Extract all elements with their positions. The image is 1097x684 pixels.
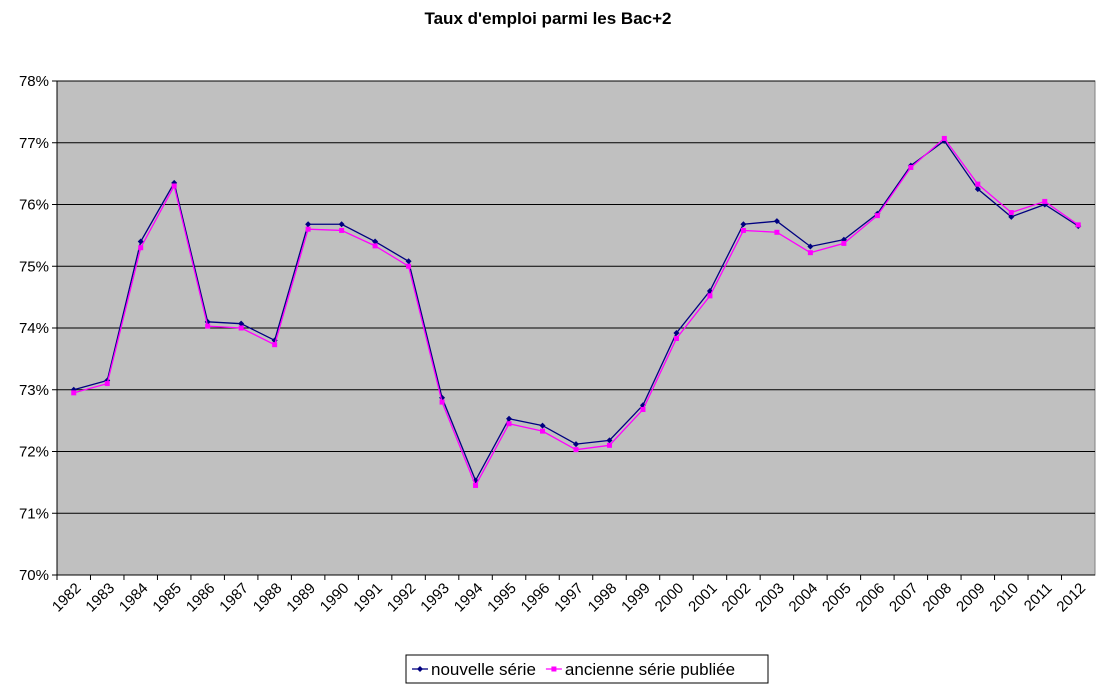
point	[71, 390, 77, 396]
point	[807, 243, 814, 250]
legend	[405, 654, 769, 684]
point	[1075, 222, 1081, 228]
x-tick-label: 1988	[250, 580, 286, 616]
point	[338, 221, 345, 228]
point	[707, 293, 713, 299]
x-tick-label: 2005	[819, 580, 855, 616]
legend-label: ancienne série publiée	[565, 660, 735, 679]
y-tick-label: 78%	[19, 73, 49, 90]
x-tick-label: 2011	[1021, 580, 1056, 615]
point	[908, 164, 914, 170]
x-tick-label: 2009	[953, 580, 989, 616]
y-tick-label: 77%	[19, 135, 49, 152]
point	[573, 447, 579, 453]
point	[339, 227, 345, 233]
legend-marker	[551, 666, 557, 672]
point	[540, 428, 546, 434]
point	[104, 381, 110, 387]
x-tick-label: 2012	[1053, 580, 1089, 616]
x-tick-label: 1998	[585, 580, 621, 616]
point	[272, 342, 278, 348]
point	[807, 250, 813, 256]
point	[573, 441, 579, 448]
x-tick-label: 1983	[82, 580, 118, 616]
x-tick-label: 1982	[49, 580, 85, 616]
point	[606, 437, 613, 444]
y-tick-label: 71%	[19, 505, 49, 522]
point	[506, 415, 513, 422]
point	[774, 229, 780, 235]
x-tick-label: 1999	[618, 580, 654, 616]
x-tick-label: 1993	[417, 580, 453, 616]
point	[975, 181, 981, 187]
point	[740, 227, 746, 233]
x-tick-label: 2001	[685, 580, 721, 616]
point	[1008, 213, 1015, 220]
y-tick-label: 74%	[19, 320, 49, 337]
x-tick-label: 1987	[216, 580, 252, 616]
point	[506, 421, 512, 427]
point	[1008, 210, 1014, 216]
point	[874, 213, 880, 219]
point	[1042, 198, 1048, 204]
x-tick-label: 2010	[986, 580, 1022, 616]
y-tick-label: 70%	[19, 567, 49, 584]
point	[673, 335, 679, 341]
x-tick-label: 2007	[886, 580, 922, 616]
point	[205, 323, 211, 329]
point	[405, 258, 412, 265]
point	[372, 243, 378, 249]
x-tick-label: 1986	[183, 580, 219, 616]
x-tick-label: 1990	[317, 580, 353, 616]
legend-marker	[417, 666, 423, 672]
x-tick-label: 2008	[920, 580, 956, 616]
point	[372, 238, 379, 245]
y-tick-label: 75%	[19, 258, 49, 275]
point	[137, 238, 144, 245]
x-tick-label: 1997	[551, 580, 587, 616]
point	[974, 186, 981, 193]
point	[238, 320, 245, 327]
point	[473, 482, 479, 488]
point	[406, 263, 412, 269]
point	[305, 221, 312, 228]
x-tick-label: 2003	[752, 580, 788, 616]
point	[305, 226, 311, 232]
x-tick-label: 2006	[853, 580, 889, 616]
x-tick-label: 2004	[786, 580, 822, 616]
x-tick-label: 2002	[719, 580, 755, 616]
point	[238, 325, 244, 331]
point	[171, 183, 177, 189]
x-tick-label: 2000	[652, 580, 688, 616]
y-tick-label: 73%	[19, 382, 49, 399]
point	[606, 442, 612, 448]
x-tick-label: 1992	[384, 580, 420, 616]
x-tick-label: 1985	[149, 580, 185, 616]
point	[740, 221, 747, 228]
x-tick-label: 1995	[484, 580, 520, 616]
chart-title: Taux d'emploi parmi les Bac+2	[424, 9, 671, 28]
point	[673, 329, 680, 336]
y-tick-label: 72%	[19, 444, 49, 461]
x-tick-label: 1989	[283, 580, 319, 616]
x-tick-label: 1996	[518, 580, 554, 616]
legend-label: nouvelle série	[431, 660, 536, 679]
y-tick-label: 76%	[19, 197, 49, 214]
point	[773, 218, 780, 225]
point	[841, 240, 847, 246]
x-tick-label: 1994	[451, 580, 487, 616]
point	[941, 135, 947, 141]
x-tick-label: 1991	[350, 580, 386, 616]
point	[138, 245, 144, 251]
point	[640, 407, 646, 413]
x-tick-label: 1984	[116, 580, 152, 616]
point	[539, 422, 546, 429]
point	[439, 399, 445, 405]
